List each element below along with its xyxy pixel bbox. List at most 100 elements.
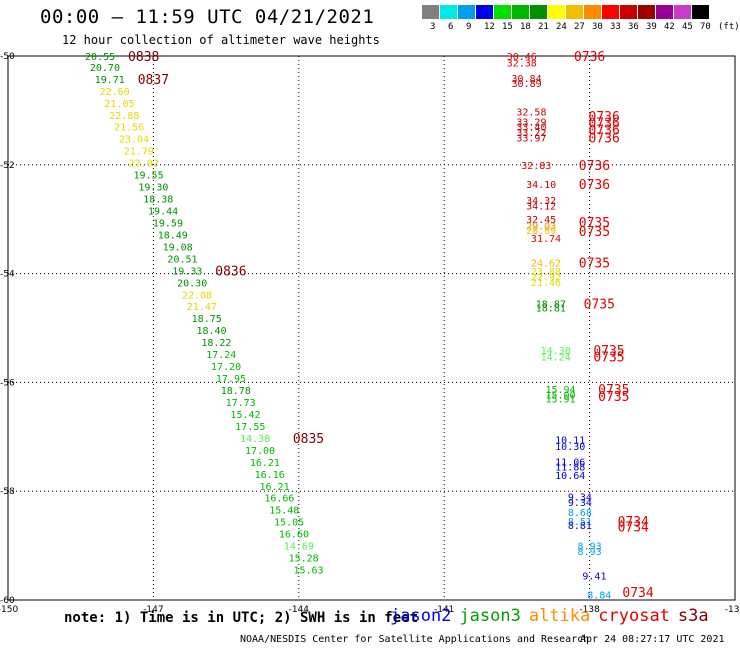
color-scale-label: 39 <box>646 22 657 32</box>
swh-value: 21.47 <box>187 302 217 313</box>
swh-value: 31.74 <box>531 234 561 245</box>
swh-value: 15.00 <box>545 390 575 401</box>
lon-tick-label: -141 <box>434 605 454 615</box>
swh-value: 11.88 <box>555 463 585 474</box>
swh-value: 21.56 <box>114 123 144 134</box>
color-scale-label: (ft) <box>718 22 740 32</box>
lat-tick-label: -56 <box>0 378 15 388</box>
satellite-legend: jason2 jason3 altika cryosat s3a <box>390 606 709 626</box>
lat-tick-label: -54 <box>0 270 15 280</box>
color-swatch <box>674 5 692 19</box>
swh-value: 34.32 <box>526 196 556 207</box>
swh-value: 14.69 <box>284 542 314 553</box>
color-scale-label: 33 <box>610 22 621 32</box>
color-scale-label: 24 <box>556 22 567 32</box>
swh-value: 18.49 <box>158 230 188 241</box>
swh-value: 8.51 <box>568 517 592 528</box>
color-swatch <box>656 5 674 19</box>
swh-value: 15.05 <box>274 518 304 529</box>
swh-value: 8.93 <box>578 542 602 553</box>
swh-value: 11.06 <box>555 457 585 468</box>
color-scale-label: 42 <box>664 22 675 32</box>
swh-value: 18.38 <box>143 195 173 206</box>
color-swatch <box>494 5 512 19</box>
map-frame <box>7 55 736 601</box>
swh-value: 20.70 <box>90 63 120 74</box>
pass-time-label: 0735 <box>584 298 615 313</box>
color-scale-label: 6 <box>448 22 454 32</box>
swh-value: 32.38 <box>507 59 537 70</box>
color-swatch <box>476 5 494 19</box>
swh-value: 19.71 <box>95 75 125 86</box>
swh-value: 21.46 <box>531 278 561 289</box>
swh-value: 33.29 <box>516 117 546 128</box>
pass-time-label: 0736 <box>588 110 619 125</box>
swh-value: 33.22 <box>516 128 546 139</box>
swh-value: 22.08 <box>182 290 212 301</box>
color-scale-label: 45 <box>682 22 693 32</box>
pass-time-label: 0734 <box>618 521 649 536</box>
swh-value: 19.08 <box>163 242 193 253</box>
swh-value: 32.83 <box>521 161 551 172</box>
swh-value: 18.87 <box>536 300 566 311</box>
swh-value: 20.51 <box>167 254 197 265</box>
satellite-name-cryosat: cryosat <box>598 606 670 626</box>
swh-value: 19.44 <box>148 206 178 217</box>
pass-time-label: 0735 <box>598 383 629 398</box>
pass-time-label: 0736 <box>588 116 619 131</box>
page-title: 00:00 – 11:59 UTC 04/21/2021 <box>40 6 375 28</box>
lon-tick-label: -138 <box>579 605 600 615</box>
swh-value: 23.04 <box>119 135 149 146</box>
swh-value: 21.79 <box>124 147 154 158</box>
swh-value: 19.55 <box>133 171 163 182</box>
color-scale-legend <box>422 5 710 19</box>
color-swatch <box>512 5 530 19</box>
swh-value: 10.64 <box>555 471 585 482</box>
color-swatch <box>602 5 620 19</box>
axis-labels: -150 -147 -144 -141 -138 -135 -50 -52 -54 -56 -58 -… <box>0 52 740 615</box>
map-grid <box>7 55 736 601</box>
lon-tick-label: -147 <box>143 605 163 615</box>
pass-time-label: 0837 <box>138 73 169 88</box>
pass-time-label: 0735 <box>593 344 624 359</box>
pass-time-label: 0736 <box>588 132 619 147</box>
color-swatch <box>440 5 458 19</box>
swh-value: 8.81 <box>568 521 592 532</box>
color-scale-label: 3 <box>430 22 436 32</box>
wave-height-points: 20.5520.7019.7122.6021.0522.8821.5623.04… <box>85 52 611 602</box>
pass-time-label: 0735 <box>579 225 610 240</box>
swh-value: 9.34 <box>568 493 592 504</box>
swh-value: 28.89 <box>526 226 556 237</box>
swh-value: 15.91 <box>545 395 575 406</box>
swh-value: 14.24 <box>541 352 571 363</box>
swh-value: 18.40 <box>197 326 227 337</box>
swh-value: 17.24 <box>206 350 236 361</box>
lon-tick-label: -150 <box>0 605 18 615</box>
color-scale-label: 21 <box>538 22 549 32</box>
swh-value: 15.42 <box>230 410 260 421</box>
swh-value: 19.33 <box>172 266 202 277</box>
color-scale-label: 18 <box>520 22 531 32</box>
swh-value: 17.00 <box>245 446 275 457</box>
pass-time-label: 0838 <box>128 50 159 65</box>
pass-time-label: 0734 <box>618 515 649 530</box>
pass-time-label: 0735 <box>598 390 629 405</box>
timestamp: Apr 24 08:27:17 UTC 2021 <box>580 634 725 645</box>
lat-tick-label: -58 <box>0 487 15 497</box>
satellite-name-altika: altika <box>528 606 591 626</box>
satellite-name-s3a: s3a <box>677 606 709 626</box>
swh-value: 19.30 <box>138 183 168 194</box>
color-swatch <box>638 5 656 19</box>
swh-value: 34.10 <box>526 180 556 191</box>
swh-value: 17.20 <box>211 362 241 373</box>
lat-tick-label: -52 <box>0 161 15 171</box>
swh-value: 8.93 <box>578 547 602 558</box>
lon-tick-label: -135 <box>725 605 740 615</box>
swh-value: 16.21 <box>260 482 290 493</box>
swh-value: 34.12 <box>526 202 556 213</box>
satellite-name-jason3: jason3 <box>459 606 521 626</box>
swh-value: 22.60 <box>100 87 130 98</box>
swh-value: 16.16 <box>255 470 285 481</box>
swh-value: 33.40 <box>516 123 546 134</box>
